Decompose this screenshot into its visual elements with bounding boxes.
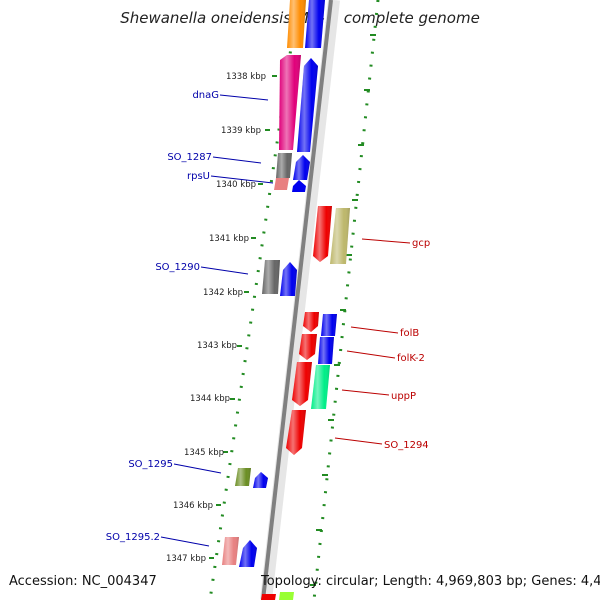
scale-label: 1338 kbp — [226, 72, 266, 82]
scale-label: 1345 kbp — [184, 448, 224, 458]
scale-label: 1347 kbp — [166, 554, 206, 564]
gene-label-SO_1287: SO_1287 — [167, 152, 212, 163]
scale-label: 1343 kbp — [197, 341, 237, 351]
left-gene-labels: dnaG SO_1287 rpsU SO_1290 SO_1295 SO_129… — [106, 90, 274, 547]
right-ticks — [310, 34, 376, 586]
gene-feature — [292, 180, 306, 192]
gene-feature — [279, 592, 294, 600]
backbone-shadow — [260, 0, 340, 600]
gene-label-SO_1295.2: SO_1295.2 — [106, 532, 160, 543]
gene-features — [222, 0, 350, 600]
topology-text: Topology: circular; Length: 4,969,803 bp… — [261, 574, 600, 589]
gene-label-SO_1295: SO_1295 — [128, 459, 173, 470]
gene-label-SO_1294: SO_1294 — [384, 440, 429, 451]
scale-label: 1346 kbp — [173, 501, 213, 511]
right-gene-labels: gcp folB folK-2 uppP SO_1294 — [334, 238, 430, 451]
gene-label-folK-2: folK-2 — [397, 353, 425, 364]
gene-feature — [261, 594, 276, 600]
gene-label-folB: folB — [400, 328, 419, 339]
scale-label: 1344 kbp — [190, 394, 230, 404]
scale-label: 1341 kbp — [209, 234, 249, 244]
scale-labels: 1338 kbp 1339 kbp 1340 kbp 1341 kbp 1342… — [166, 72, 266, 564]
scale-label: 1342 kbp — [203, 288, 243, 298]
gene-label-uppP: uppP — [391, 391, 416, 402]
gene-label-gcp: gcp — [412, 238, 430, 249]
scale-label: 1340 kbp — [216, 180, 256, 190]
gene-label-SO_1290: SO_1290 — [155, 262, 200, 273]
gene-feature-rpsU — [274, 178, 289, 190]
accession-text: Accession: NC_004347 — [9, 574, 157, 589]
scale-label: 1339 kbp — [221, 126, 261, 136]
gene-label-rpsU: rpsU — [187, 171, 210, 182]
backbone-axis — [261, 0, 333, 600]
left-ticks — [209, 75, 277, 559]
gene-label-dnaG: dnaG — [192, 90, 219, 101]
